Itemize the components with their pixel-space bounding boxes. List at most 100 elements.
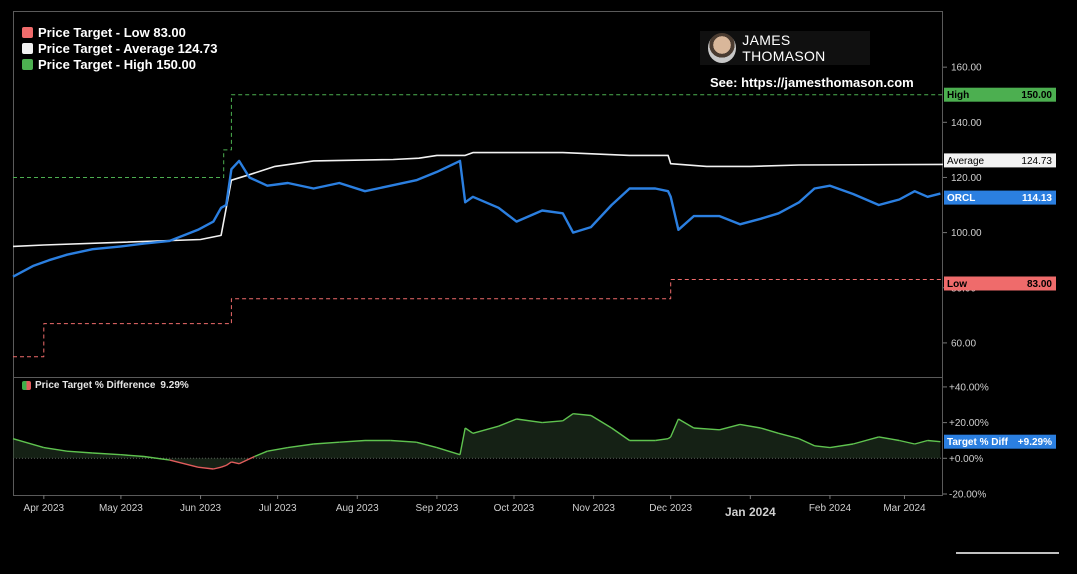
legend-label-average: Price Target - Average 124.73 <box>38 40 218 56</box>
pct-diff-segment <box>12 438 44 449</box>
pct-tick-label: +40.00% <box>949 382 989 393</box>
pct-diff-segment <box>829 443 854 449</box>
legend: Price Target - Low 83.00 Price Target - … <box>22 24 217 72</box>
x-tick-label: Sep 2023 <box>415 503 458 514</box>
pct-diff-segment <box>313 441 340 445</box>
tag-target-diff-value: +9.29% <box>1018 437 1052 448</box>
pct-tick-label: +0.00% <box>949 454 983 465</box>
legend-item-high[interactable]: Price Target - High 150.00 <box>22 56 217 72</box>
pct-diff-segment <box>516 418 543 424</box>
pct-diff-segment <box>66 450 93 454</box>
legend-item-low[interactable]: Price Target - Low 83.00 <box>22 24 217 40</box>
pct-diff-segment <box>287 443 314 449</box>
tag-average-name: Average <box>947 156 985 167</box>
legend-label-high: Price Target - High 150.00 <box>38 56 196 72</box>
orcl-line <box>12 159 941 278</box>
pct-diff-segment <box>416 441 438 449</box>
pct-diff-segment <box>739 423 761 429</box>
pct-diff-area <box>13 413 941 469</box>
pct-diff-segment <box>814 445 831 449</box>
legend-label-low: Price Target - Low 83.00 <box>38 24 186 40</box>
sub-legend-label: Price Target % Difference <box>35 380 156 391</box>
legend-swatch-high <box>22 58 33 70</box>
x-tick-label: Apr 2023 <box>24 503 65 514</box>
pct-diff-segment <box>852 436 879 445</box>
x-tick-label: Feb 2024 <box>809 503 852 514</box>
pct-diff-segment <box>436 446 461 456</box>
pct-diff-segment <box>670 418 680 438</box>
pct-diff-segment <box>498 418 517 427</box>
pct-diff-segment <box>238 455 255 465</box>
pct-tick-label: -20.00% <box>949 490 986 501</box>
pct-diff-segment <box>760 427 779 434</box>
price-target-low-line <box>13 279 943 358</box>
pct-diff-segment <box>693 427 720 431</box>
x-tick-label: Nov 2023 <box>572 503 615 514</box>
pct-diff-segment <box>778 432 800 440</box>
pct-diff-segment <box>590 414 612 429</box>
pct-diff-segment <box>225 461 232 466</box>
pct-diff-segment <box>43 446 68 452</box>
pct-diff-segment <box>655 438 669 442</box>
pct-diff-segment <box>562 413 574 422</box>
pct-diff-segment <box>472 425 499 434</box>
pct-diff-segment <box>120 454 145 458</box>
tag-average-bg <box>944 153 1056 168</box>
pct-diff-segment <box>92 452 121 456</box>
pct-diff-segment <box>143 455 170 461</box>
tag-orcl-value: 114.13 <box>1022 193 1052 204</box>
pct-diff-segment <box>798 438 815 447</box>
tag-orcl-name: ORCL <box>947 193 975 204</box>
pct-diff-segment <box>719 423 741 431</box>
tag-orcl-bg <box>944 190 1056 205</box>
pct-diff-segment <box>254 450 268 458</box>
pct-diff-segment <box>464 427 474 434</box>
pct-diff-segment <box>390 439 417 443</box>
legend-item-average[interactable]: Price Target - Average 124.73 <box>22 40 217 56</box>
tag-low-name: Low <box>947 279 967 290</box>
pct-diff-segment <box>542 420 563 424</box>
pct-diff-segment <box>459 427 466 455</box>
tag-target-diff-bg <box>944 434 1056 449</box>
pct-diff-segment <box>914 439 928 445</box>
x-tick-label: Dec 2023 <box>649 503 692 514</box>
legend-swatch-average <box>22 42 33 54</box>
price-tick-label: 60.00 <box>951 338 976 349</box>
price-target-high-line <box>13 94 943 178</box>
x-tick-label: Jun 2023 <box>180 503 222 514</box>
tag-high-name: High <box>947 90 969 101</box>
plot-background <box>13 11 1059 557</box>
price-tick-label: 140.00 <box>951 118 982 129</box>
plot-border <box>13 11 943 496</box>
tag-low-bg <box>944 276 1056 291</box>
x-tick-label: Aug 2023 <box>336 503 379 514</box>
pct-diff-segment <box>169 459 199 468</box>
tag-low-value: 83.00 <box>1027 279 1052 290</box>
price-tick-label: 100.00 <box>951 228 982 239</box>
pct-diff-segment <box>927 439 941 443</box>
pct-diff-segment <box>573 413 592 417</box>
tag-high-value: 150.00 <box>1021 90 1052 101</box>
legend-swatch-low <box>22 26 33 38</box>
pct-diff-segment <box>899 439 915 445</box>
brand-name: JAMES THOMASON <box>742 32 826 64</box>
pct-diff-segment <box>667 436 672 440</box>
x-tick-label: Mar 2024 <box>883 503 926 514</box>
pct-diff-segment <box>678 418 695 429</box>
tag-target-diff-name: Target % Diff <box>947 437 1009 448</box>
x-tick-label: Jan 2024 <box>725 505 776 519</box>
sub-legend: Price Target % Difference 9.29% <box>22 380 189 391</box>
sub-legend-value: 9.29% <box>160 380 189 391</box>
pct-diff-segment <box>213 466 222 470</box>
price-tick-label: 160.00 <box>951 63 982 74</box>
avatar <box>708 33 737 63</box>
pct-diff-segment <box>611 427 630 442</box>
pct-diff-segment <box>197 466 214 470</box>
pct-diff-segment <box>220 464 227 468</box>
x-tick-label: May 2023 <box>99 503 143 514</box>
x-tick-label: Jul 2023 <box>259 503 297 514</box>
pct-diff-segment <box>339 439 366 443</box>
sub-legend-swatch <box>22 381 31 390</box>
website-link[interactable]: See: https://jamesthomason.com <box>710 75 914 90</box>
